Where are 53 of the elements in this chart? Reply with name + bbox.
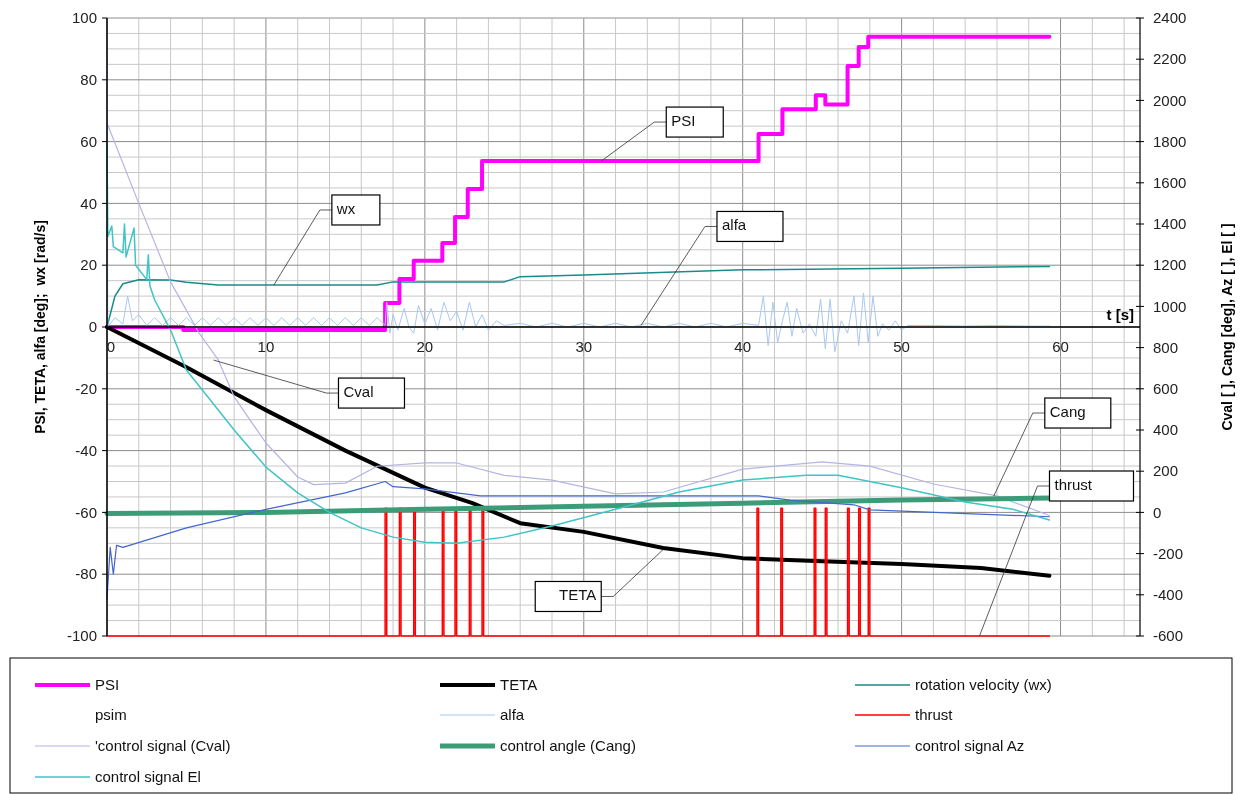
y2-tick-label: 2000 <box>1153 91 1187 109</box>
y2-tick-label: 800 <box>1153 338 1179 356</box>
x-tick-label: 10 <box>257 338 275 356</box>
y-axis-title: PSI, TETA, alfa [deg]; wx [rad/s] <box>32 220 48 434</box>
y-tick-label: 0 <box>88 318 97 336</box>
legend-label: control signal Az <box>915 737 1025 755</box>
y2-tick-label: 1400 <box>1153 215 1187 233</box>
annotation: Cang <box>1049 403 1086 421</box>
y2-tick-label: 2400 <box>1153 9 1187 27</box>
y2-tick-label: 200 <box>1153 462 1179 480</box>
y-tick-label: 100 <box>71 9 97 27</box>
y-tick-label: 60 <box>80 132 97 150</box>
legend-label: alfa <box>500 706 525 724</box>
y-tick-label: -20 <box>75 380 97 398</box>
y2-tick-label: 0 <box>1153 503 1162 521</box>
y2-axis-title: Cval [ ], Cang [deg], Az [ ], El [ ] <box>1219 223 1235 431</box>
y2-tick-label: 1800 <box>1153 132 1187 150</box>
y-tick-label: -100 <box>66 627 97 645</box>
y2-tick-label: 1200 <box>1153 256 1187 274</box>
text: psim <box>95 706 127 724</box>
y-tick-label: -40 <box>75 441 97 459</box>
annotation: PSI <box>671 112 696 130</box>
y-tick-label: -80 <box>75 565 97 583</box>
y2-tick-label: 600 <box>1153 380 1179 398</box>
legend-label: 'control signal (Cval) <box>95 737 231 755</box>
legend-label: control signal El <box>95 768 201 786</box>
x-tick-label: 30 <box>575 338 593 356</box>
legend-label: PSI <box>95 676 120 694</box>
legend-label: thrust <box>915 706 954 724</box>
y-tick-label: 20 <box>80 256 97 274</box>
annotation: thrust <box>1054 476 1093 493</box>
annotation: Cval <box>343 383 374 401</box>
y2-tick-label: -200 <box>1153 544 1184 562</box>
x-tick-label: 40 <box>734 338 752 356</box>
y-tick-label: -60 <box>75 503 97 521</box>
annotation: alfa <box>721 216 747 234</box>
legend-label: TETA <box>500 676 538 694</box>
y2-tick-label: -600 <box>1153 627 1184 645</box>
y2-tick-label: 1000 <box>1153 297 1187 315</box>
y2-tick-label: 400 <box>1153 421 1179 439</box>
y-tick-label: 40 <box>80 194 97 212</box>
legend-label: rotation velocity (wx) <box>915 676 1052 694</box>
annotation: wx <box>335 199 356 217</box>
annotation: TETA <box>559 586 597 604</box>
y2-tick-label: -400 <box>1153 586 1184 604</box>
x-tick-label: 20 <box>416 338 434 356</box>
x-axis-title: t [s] <box>1106 306 1134 323</box>
y2-tick-label: 2200 <box>1153 50 1187 68</box>
x-tick-label: 50 <box>893 338 910 356</box>
y-tick-label: 80 <box>80 71 97 89</box>
legend-label: control angle (Cang) <box>500 737 636 755</box>
x-tick-label: 60 <box>1052 338 1069 356</box>
y2-tick-label: 1600 <box>1153 174 1187 192</box>
